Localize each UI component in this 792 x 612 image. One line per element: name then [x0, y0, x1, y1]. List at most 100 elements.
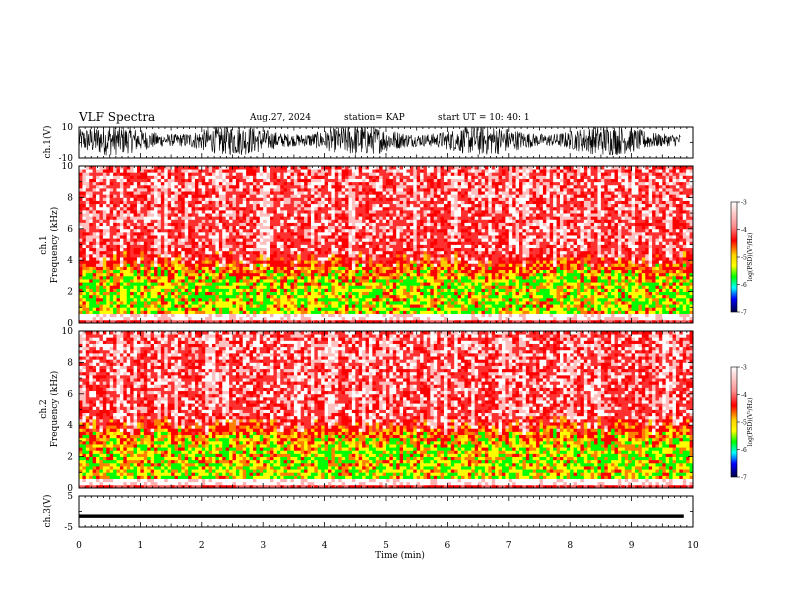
spectrogram-cell — [242, 250, 247, 255]
spectrogram-cell — [362, 203, 366, 208]
spectrogram-cell — [287, 216, 291, 220]
spectrogram-cell — [109, 238, 114, 242]
spectrogram-cell — [113, 166, 117, 170]
spectrogram-cell — [205, 206, 210, 211]
spectrogram-cell — [154, 200, 158, 205]
spectrogram-cell — [355, 244, 360, 249]
spectrogram-cell — [164, 269, 169, 274]
spectrogram-cell — [167, 216, 172, 220]
spectrogram-cell — [300, 291, 305, 296]
spectrogram-cell — [123, 291, 128, 296]
spectrogram-cell — [324, 175, 329, 179]
spectrogram-cell — [341, 260, 346, 264]
spectrogram-cell — [307, 250, 312, 255]
spectrogram-cell — [256, 269, 261, 274]
spectrogram-cell — [389, 184, 394, 189]
spectrogram-cell — [157, 206, 162, 211]
spectrogram-cell — [403, 266, 407, 271]
spectrogram-cell — [280, 279, 285, 283]
spectrogram-cell — [368, 294, 373, 299]
spectrogram-cell — [324, 288, 329, 292]
spectrogram-cell — [177, 231, 182, 236]
spectrogram-cell — [334, 231, 339, 236]
spectrogram-cell — [358, 181, 363, 186]
spectrogram-cell — [338, 297, 343, 302]
spectrogram-cell — [143, 294, 148, 299]
spectrogram-cell — [130, 166, 134, 170]
spectrogram-cell — [191, 225, 196, 230]
spectrogram-cell — [328, 288, 332, 292]
spectrogram-cell — [92, 231, 97, 236]
spectrogram-cell — [324, 235, 329, 239]
spectrogram-cell — [116, 319, 121, 323]
spectrogram-cell — [328, 310, 332, 314]
spectrogram-cell — [310, 191, 315, 195]
spectrogram-cell — [334, 316, 339, 321]
spectrogram-cell — [341, 213, 346, 217]
spectrogram-cell — [310, 225, 315, 230]
spectrogram-cell — [136, 282, 141, 286]
spectrogram-cell — [147, 263, 152, 267]
spectrogram-cell — [82, 209, 87, 214]
spectrogram-cell — [99, 247, 104, 252]
spectrogram-cell — [307, 169, 312, 173]
spectrogram-cell — [92, 235, 97, 239]
spectrogram-cell — [273, 260, 278, 264]
spectrogram-cell — [375, 282, 380, 286]
spectrogram-cell — [130, 272, 134, 277]
spectrogram-cell — [283, 166, 288, 170]
spectrogram-cell — [232, 209, 237, 214]
spectrogram-cell — [375, 197, 380, 201]
spectrogram-cell — [293, 291, 298, 296]
spectrogram-cell — [252, 282, 257, 286]
spectrogram-cell — [270, 178, 274, 183]
spectrogram-cell — [222, 200, 227, 205]
spectrogram-cell — [396, 275, 401, 280]
spectrogram-cell — [215, 200, 220, 205]
spectrogram-cell — [232, 219, 237, 223]
spectrogram-cell — [416, 272, 421, 277]
spectrogram-cell — [150, 272, 155, 277]
spectrogram-cell — [249, 250, 254, 255]
spectrogram-cell — [416, 297, 421, 302]
spectrogram-cell — [372, 191, 377, 195]
spectrogram-cell — [297, 257, 302, 261]
spectrogram-cell — [79, 235, 83, 239]
spectrogram-cell — [181, 235, 186, 239]
spectrogram-cell — [365, 266, 370, 271]
spectrogram-cell — [358, 285, 363, 289]
spectrogram-cell — [270, 266, 274, 271]
spectrogram-cell — [174, 213, 179, 217]
spectrogram-cell — [304, 203, 308, 208]
spectrogram-cell — [273, 313, 278, 318]
spectrogram-cell — [242, 172, 247, 176]
spectrogram-cell — [416, 313, 421, 318]
spectrogram-cell — [413, 272, 418, 277]
spectrogram-cell — [358, 288, 363, 292]
spectrogram-cell — [229, 304, 233, 308]
spectrogram-cell — [368, 175, 373, 179]
spectrogram-cell — [89, 301, 94, 305]
spectrogram-cell — [215, 288, 220, 292]
spectrogram-cell — [99, 235, 104, 239]
spectrogram-cell — [293, 313, 298, 318]
spectrogram-cell — [310, 285, 315, 289]
spectrogram-cell — [382, 206, 387, 211]
spectrogram-cell — [287, 244, 291, 249]
spectrogram-cell — [409, 181, 414, 186]
spectrogram-cell — [341, 247, 346, 252]
spectrogram-cell — [133, 307, 138, 311]
spectrogram-cell — [270, 307, 274, 311]
spectrogram-cell — [177, 297, 182, 302]
spectrogram-cell — [136, 253, 141, 258]
spectrogram-cell — [201, 260, 206, 264]
spectrogram-cell — [399, 197, 404, 201]
spectrogram-cell — [331, 285, 336, 289]
spectrogram-cell — [109, 169, 114, 173]
spectrogram-cell — [167, 194, 172, 198]
ch1-waveform-series — [79, 127, 681, 156]
spectrogram-cell — [102, 313, 107, 318]
spectrogram-cell — [307, 310, 312, 314]
spectrogram-cell — [109, 301, 114, 305]
spectrogram-cell — [106, 319, 111, 323]
